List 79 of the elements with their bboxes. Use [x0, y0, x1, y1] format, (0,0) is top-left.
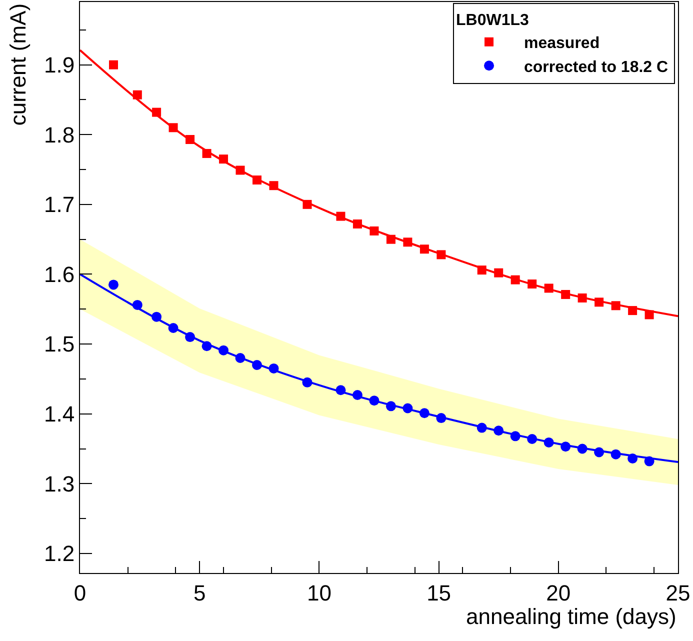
point	[218, 345, 229, 356]
point	[386, 234, 396, 244]
point	[185, 332, 196, 342]
point	[544, 284, 554, 293]
point	[644, 310, 654, 320]
point	[628, 454, 638, 464]
point	[252, 360, 262, 370]
x-tick-label: 0	[74, 580, 86, 606]
x-tick-label: 5	[193, 580, 206, 606]
point	[108, 280, 118, 290]
y-tick-label: 1.7	[44, 192, 75, 218]
point	[186, 135, 195, 144]
point	[436, 250, 446, 260]
point	[544, 437, 554, 448]
point	[560, 442, 571, 452]
point	[252, 176, 262, 184]
point	[235, 353, 246, 363]
point	[268, 363, 279, 374]
legend-title: LB0W1L3	[456, 12, 530, 29]
point	[594, 447, 604, 458]
point	[202, 148, 212, 158]
point	[386, 401, 396, 412]
point	[578, 293, 587, 302]
point	[528, 280, 537, 289]
point	[168, 123, 178, 132]
point	[403, 238, 412, 247]
point	[352, 219, 362, 228]
point	[610, 449, 621, 460]
line-series	[80, 49, 678, 318]
point	[269, 181, 278, 190]
point	[336, 212, 346, 221]
point	[352, 390, 362, 400]
y-tick-label: 1.2	[44, 541, 75, 566]
point	[561, 290, 570, 299]
point	[402, 403, 413, 414]
point	[494, 268, 504, 278]
point	[577, 444, 588, 454]
point	[436, 413, 446, 424]
point	[510, 275, 520, 284]
point	[476, 422, 487, 433]
point	[302, 200, 312, 209]
point	[611, 301, 620, 310]
point	[419, 408, 430, 418]
point	[594, 298, 604, 307]
x-tick-label: 20	[546, 580, 571, 606]
point	[152, 312, 162, 322]
point	[494, 426, 504, 436]
y-tick-label: 1.6	[44, 262, 75, 287]
point	[202, 341, 212, 352]
point	[477, 266, 486, 275]
point	[152, 108, 162, 117]
point	[236, 166, 245, 175]
point	[219, 154, 228, 164]
point	[628, 306, 638, 316]
line-series	[80, 273, 678, 464]
x-tick-label: 25	[666, 580, 690, 606]
y-tick-label: 1.8	[44, 122, 75, 148]
legend-label: measured	[524, 35, 600, 52]
y-tick-label: 1.4	[44, 402, 75, 427]
y-axis-title: current (mA)	[6, 3, 31, 126]
point	[644, 456, 654, 466]
y-tick-label: 1.9	[44, 52, 75, 78]
point	[302, 377, 312, 388]
legend-label: corrected to 18.2 C	[524, 58, 669, 76]
x-tick-label: 15	[426, 580, 452, 606]
point	[370, 226, 379, 236]
point	[132, 90, 142, 100]
x-axis-title: annealing time (days)	[466, 604, 676, 629]
point	[168, 322, 178, 333]
point	[527, 434, 538, 444]
point	[108, 60, 118, 70]
x-tick-label: 10	[306, 580, 332, 606]
y-tick-label: 1.3	[44, 471, 75, 496]
point	[369, 396, 380, 406]
point	[132, 300, 142, 310]
point	[420, 244, 429, 254]
y-tick-label: 1.5	[44, 332, 75, 357]
point	[336, 385, 346, 396]
point	[510, 431, 520, 442]
